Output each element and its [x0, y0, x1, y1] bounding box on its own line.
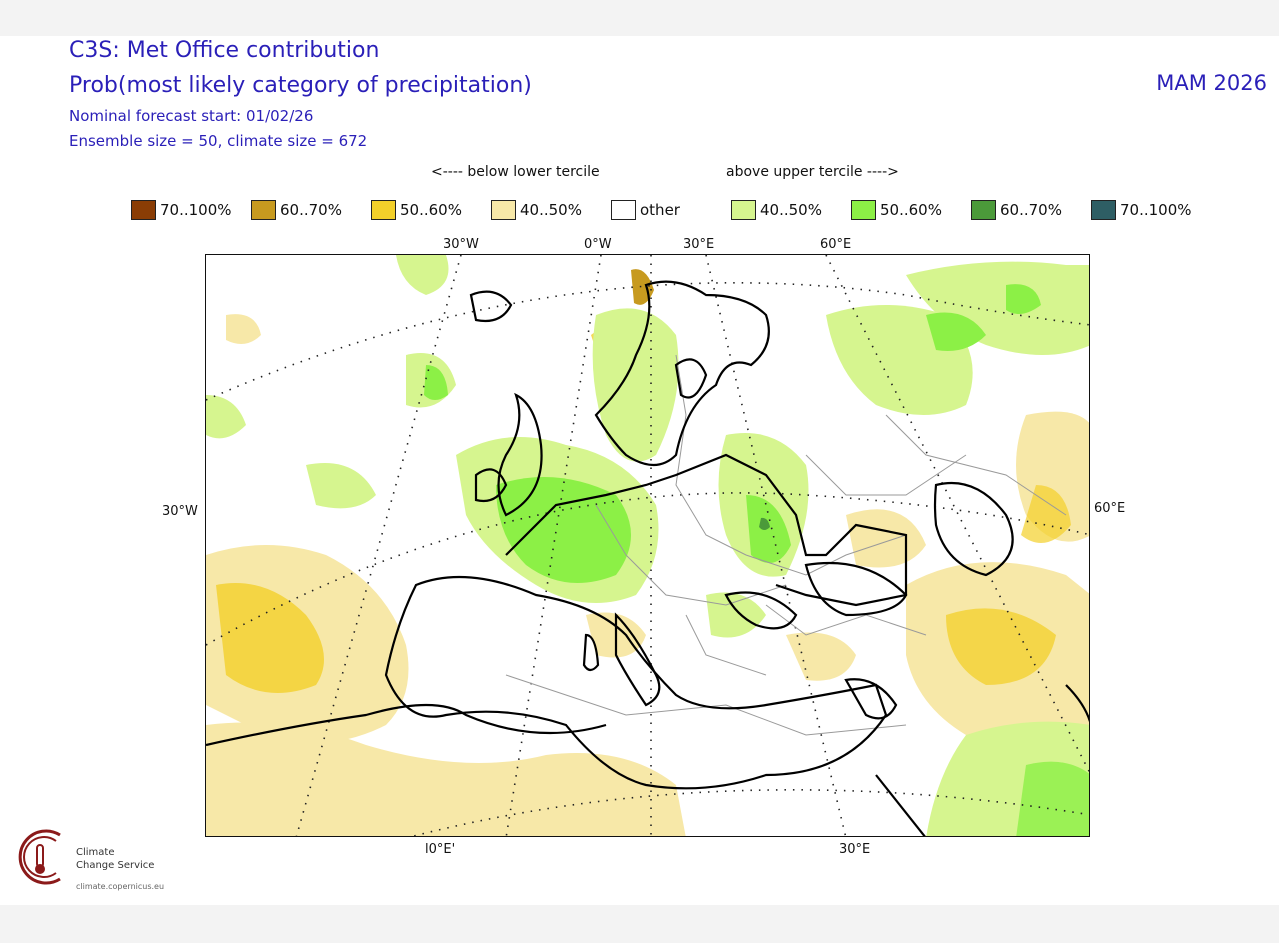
logo-line2: Change Service — [76, 860, 155, 871]
legend-item: 50..60% — [371, 199, 462, 221]
legend-swatch — [491, 200, 516, 220]
legend-label: 50..60% — [880, 201, 942, 219]
legend-item: other — [611, 199, 680, 221]
right-lat-label: 60°E — [1094, 501, 1126, 516]
logo-text: Climate Change Service — [76, 846, 154, 872]
bottom-lon-label: l0°E' — [425, 842, 456, 857]
legend-swatch — [251, 200, 276, 220]
copernicus-logo — [18, 829, 61, 885]
top-lon-label: 0°W — [584, 237, 612, 252]
below-tercile-label: <---- below lower tercile — [431, 164, 600, 180]
legend-label: 50..60% — [400, 201, 462, 219]
map-title: C3S: Met Office contribution — [69, 38, 380, 63]
legend-swatch — [731, 200, 756, 220]
ensemble-size: Ensemble size = 50, climate size = 672 — [69, 132, 368, 150]
top-lon-label: 30°W — [443, 237, 479, 252]
forecast-map — [205, 254, 1090, 837]
legend-item: 70..100% — [1091, 199, 1192, 221]
legend-swatch — [851, 200, 876, 220]
bottom-lon-label: 30°E — [839, 842, 871, 857]
graticule — [206, 255, 1089, 836]
map-subtitle: Prob(most likely category of precipitati… — [69, 73, 532, 98]
legend-label: 70..100% — [160, 201, 232, 219]
legend-label: 40..50% — [760, 201, 822, 219]
top-lon-label: 60°E — [820, 237, 852, 252]
above-tercile-label: above upper tercile ----> — [726, 164, 899, 180]
country-borders — [505, 354, 1067, 736]
legend-label: 40..50% — [520, 201, 582, 219]
legend-item: 40..50% — [491, 199, 582, 221]
legend-item: 70..100% — [131, 199, 232, 221]
legend-swatch — [1091, 200, 1116, 220]
legend-label: 70..100% — [1120, 201, 1192, 219]
legend-item: 40..50% — [731, 199, 822, 221]
legend-item: 60..70% — [971, 199, 1062, 221]
legend-swatch — [371, 200, 396, 220]
legend-label: 60..70% — [280, 201, 342, 219]
legend-label: 60..70% — [1000, 201, 1062, 219]
legend-swatch — [971, 200, 996, 220]
logo-line1: Climate — [76, 847, 115, 858]
map-canvas — [206, 255, 1089, 836]
legend-item: 50..60% — [851, 199, 942, 221]
legend-item: 60..70% — [251, 199, 342, 221]
top-band — [0, 0, 1279, 36]
above-tercile-regions — [206, 255, 1089, 836]
bottom-band — [0, 905, 1279, 943]
legend-swatch — [611, 200, 636, 220]
legend-swatch — [131, 200, 156, 220]
coastlines — [206, 280, 1089, 836]
forecast-start: Nominal forecast start: 01/02/26 — [69, 107, 314, 125]
top-lon-label: 30°E — [683, 237, 715, 252]
left-lat-label: 30°W — [162, 504, 198, 519]
season-label: MAM 2026 — [1156, 71, 1267, 95]
logo-url: climate.copernicus.eu — [76, 882, 165, 891]
legend-label: other — [640, 201, 680, 219]
